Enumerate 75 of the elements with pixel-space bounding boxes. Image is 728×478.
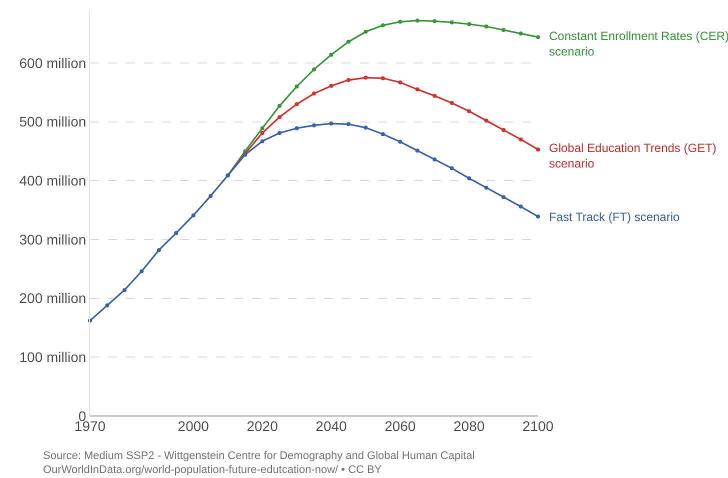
point — [312, 123, 316, 128]
point — [278, 115, 282, 120]
series-label: Global Education Trends (GET) scenario — [549, 141, 716, 171]
y-tick-label: 100 million — [19, 349, 86, 366]
y-tick-label: 300 million — [19, 231, 86, 248]
y-tick-label: 500 million — [19, 114, 86, 130]
point — [380, 132, 385, 136]
point — [518, 32, 523, 36]
x-tick-label: 2040 — [316, 418, 348, 434]
point — [294, 126, 299, 130]
point — [536, 147, 540, 152]
point — [364, 126, 368, 130]
point — [398, 20, 402, 24]
point — [502, 195, 506, 200]
point — [432, 19, 437, 24]
point — [278, 130, 282, 135]
point — [450, 166, 454, 170]
point — [467, 176, 472, 180]
source-note: Source: Medium SSP2 - Wittgenstein Centre for Demography and Global Human Capital — [43, 450, 475, 462]
point — [502, 128, 506, 132]
point — [450, 100, 454, 105]
point — [518, 204, 523, 209]
point — [536, 35, 540, 40]
point — [329, 122, 334, 126]
series-label: Constant Enrollment Rates (CER) scenario — [549, 29, 728, 59]
point — [432, 157, 437, 162]
point — [484, 118, 488, 123]
point — [260, 126, 264, 130]
point — [415, 18, 420, 23]
point — [432, 94, 437, 98]
point — [484, 24, 488, 28]
point — [329, 84, 334, 88]
point — [398, 140, 402, 144]
point — [518, 137, 523, 142]
point — [312, 92, 316, 96]
x-tick-label: 2080 — [454, 418, 485, 434]
point — [294, 102, 299, 106]
point — [140, 269, 144, 274]
text: OurWorldInData.org/world-population-future-edutcation-now/ • CC BY — [43, 464, 382, 476]
x-tick-label: 2100 — [522, 418, 554, 434]
series-label: Fast Track (FT) scenario — [549, 210, 680, 224]
point — [105, 303, 110, 308]
point — [536, 214, 540, 219]
point — [191, 213, 196, 218]
point — [329, 52, 334, 57]
point — [156, 248, 161, 252]
point — [380, 23, 385, 28]
point — [346, 78, 350, 82]
point — [346, 40, 350, 44]
point — [312, 67, 316, 72]
point — [260, 130, 264, 135]
x-tick-label: 2020 — [246, 418, 278, 434]
point — [467, 109, 472, 114]
point — [364, 30, 368, 34]
y-tick-label: 400 million — [19, 172, 86, 189]
point — [502, 28, 506, 32]
point — [208, 194, 213, 198]
point — [415, 148, 420, 153]
point — [467, 22, 472, 26]
point — [346, 122, 350, 126]
y-tick-label: 200 million — [19, 290, 86, 306]
point — [278, 104, 282, 108]
point — [450, 20, 454, 24]
x-tick-label: 2000 — [178, 418, 210, 434]
x-tick-label: 2060 — [384, 418, 416, 434]
point — [122, 288, 126, 292]
point — [415, 87, 420, 92]
point — [398, 80, 402, 84]
point — [484, 186, 488, 190]
point — [174, 231, 178, 236]
point — [260, 139, 264, 144]
y-tick-label: 600 million — [19, 54, 86, 71]
point — [364, 76, 368, 80]
point — [380, 76, 385, 80]
point — [294, 84, 299, 88]
